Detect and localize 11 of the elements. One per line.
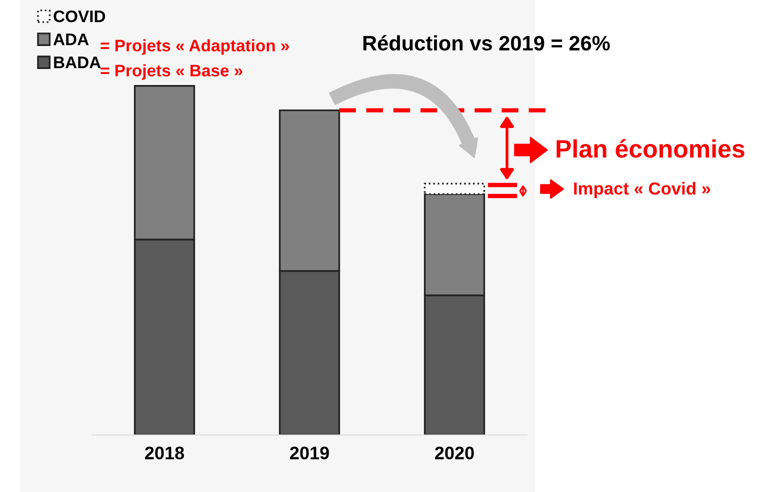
text: Réduction vs 2019 = 26%: [363, 35, 610, 51]
x-tick-label: 2019: [290, 446, 329, 460]
legend-label: COVID: [54, 10, 106, 22]
x-tick-label: 2018: [145, 446, 184, 460]
legend-label: BADA: [54, 56, 101, 68]
x-tick-label: 2020: [435, 446, 474, 460]
legend-label: ADA: [53, 34, 89, 46]
text: Plan économies: [556, 139, 744, 158]
text: = Projets « Adaptation »: [100, 39, 289, 55]
text: = Projets « Base »: [100, 64, 242, 80]
text: Impact « Covid »: [574, 182, 710, 198]
